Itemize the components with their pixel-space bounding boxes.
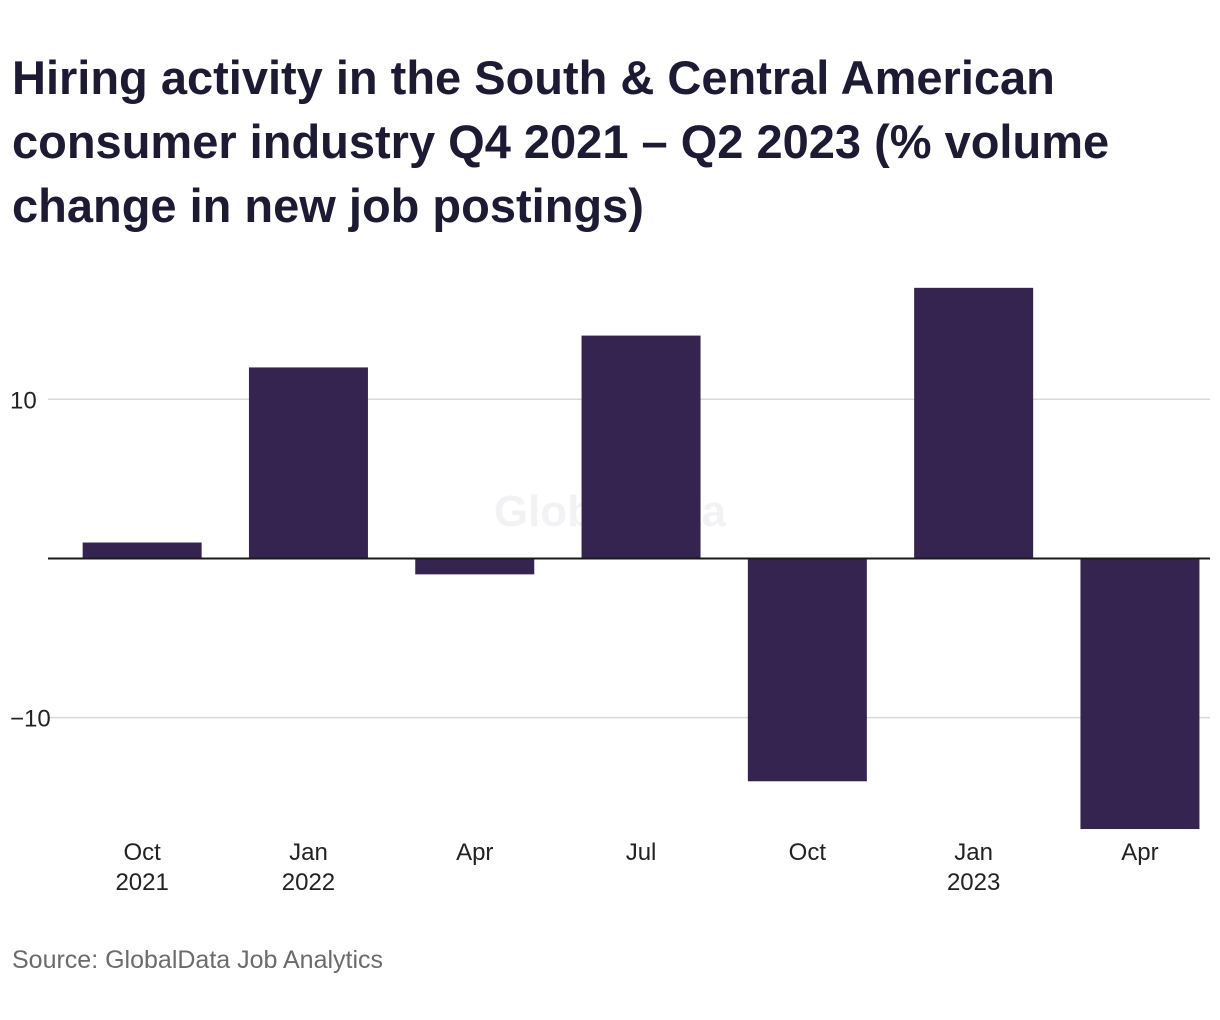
x-tick-label: Apr [456, 839, 493, 866]
x-tick-label: 2021 [115, 869, 168, 896]
y-tick-label: −10 [10, 706, 51, 733]
y-axis-ticks: 10 −10 [10, 387, 51, 732]
chart-title: Hiring activity in the South & Central A… [12, 51, 1110, 232]
bar [914, 287, 1034, 559]
source-note: Source: GlobalData Job Analytics [12, 946, 384, 974]
bar [248, 367, 368, 559]
x-tick-label: Jan [289, 839, 328, 866]
x-tick-label: Jan [954, 839, 993, 866]
bar [747, 558, 867, 782]
bar [581, 335, 701, 559]
x-tick-label: 2022 [282, 869, 335, 896]
x-tick-label: Apr [1121, 839, 1158, 866]
x-axis-ticks: Oct 2021 Jan 2022 Apr Jul Oct Jan 2023 Apr [115, 839, 1158, 896]
bars [82, 287, 1200, 830]
y-tick-label: 10 [10, 387, 37, 414]
x-tick-label: Oct [789, 839, 827, 866]
bar [82, 542, 202, 559]
bar [1080, 558, 1200, 830]
bar [415, 558, 535, 575]
x-tick-label: Oct [123, 839, 161, 866]
x-tick-label: 2023 [947, 869, 1000, 896]
x-tick-label: Jul [626, 839, 657, 866]
